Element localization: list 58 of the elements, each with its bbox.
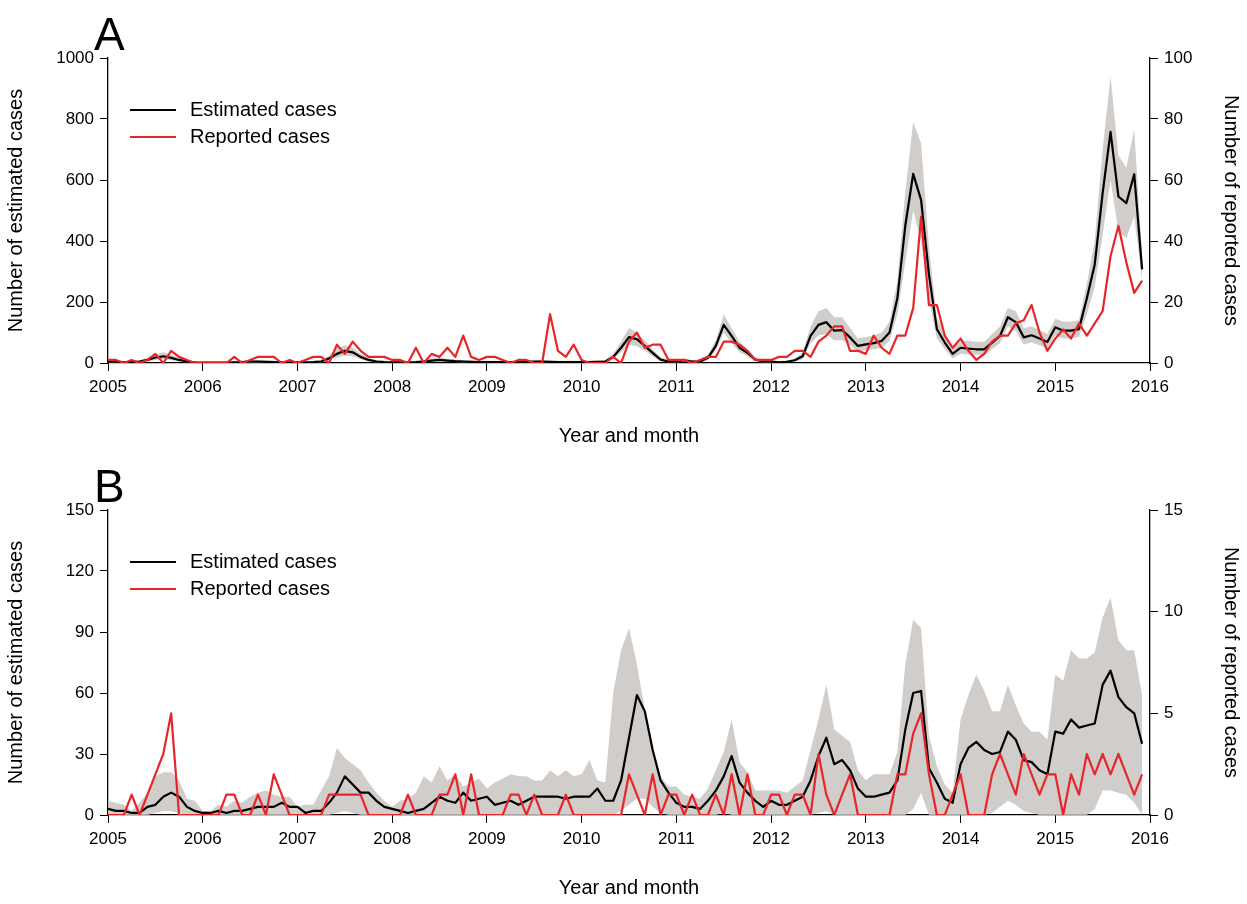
- y2-tick-label: 60: [1164, 169, 1183, 189]
- chart-title: A: [94, 8, 125, 60]
- legend-label: Estimated cases: [190, 97, 337, 120]
- chart-title: B: [94, 460, 125, 512]
- legend-label: Reported cases: [190, 124, 331, 147]
- y-tick-label: 200: [65, 291, 94, 311]
- y-tick-label: 400: [65, 230, 94, 250]
- x-tick-label: 2005: [89, 828, 127, 848]
- x-tick-label: 2011: [658, 376, 695, 396]
- y2-axis-title: Number of reported cases: [1221, 94, 1244, 327]
- x-tick-label: 2009: [468, 828, 506, 848]
- y-axis-title: Number of estimated cases: [3, 88, 26, 333]
- x-tick-label: 2010: [562, 828, 601, 848]
- legend-label: Estimated cases: [190, 549, 337, 572]
- y-tick-label: 600: [65, 169, 94, 189]
- x-tick-label: 2008: [373, 376, 412, 396]
- x-axis-title: Year and month: [558, 423, 700, 446]
- x-tick-label: 2013: [846, 376, 885, 396]
- x-tick-label: 2005: [89, 376, 127, 396]
- y2-tick-label: 10: [1164, 601, 1183, 621]
- y-tick-label: 150: [65, 499, 94, 519]
- y2-tick-label: 15: [1164, 499, 1183, 519]
- y2-axis-title: Number of reported cases: [1221, 546, 1244, 779]
- x-tick-label: 2014: [941, 376, 980, 396]
- y-tick-label: 1000: [56, 47, 94, 67]
- y2-tick-label: 0: [1164, 804, 1174, 824]
- x-tick-label: 2013: [846, 828, 885, 848]
- x-axis-title: Year and month: [558, 875, 700, 898]
- x-tick-label: 2006: [183, 376, 222, 396]
- y-tick-label: 30: [75, 743, 94, 763]
- y-tick-label: 0: [84, 352, 94, 372]
- y2-tick-label: 40: [1164, 230, 1183, 250]
- x-tick-label: 2014: [941, 828, 980, 848]
- y2-tick-label: 80: [1164, 108, 1183, 128]
- x-tick-label: 2011: [658, 828, 695, 848]
- x-tick-label: 2007: [278, 376, 317, 396]
- x-tick-label: 2015: [1036, 376, 1075, 396]
- x-tick-label: 2009: [468, 376, 506, 396]
- x-tick-label: 2007: [278, 828, 317, 848]
- y-axis-title: Number of estimated cases: [3, 540, 26, 785]
- y-tick-label: 120: [65, 560, 94, 580]
- x-tick-label: 2008: [373, 828, 412, 848]
- y-tick-label: 90: [75, 621, 94, 641]
- y-tick-label: 0: [84, 804, 94, 824]
- x-tick-label: 2016: [1131, 828, 1169, 848]
- y-tick-label: 800: [65, 108, 94, 128]
- x-tick-label: 2015: [1036, 828, 1075, 848]
- y2-tick-label: 0: [1164, 352, 1174, 372]
- x-tick-label: 2016: [1131, 376, 1169, 396]
- x-tick-label: 2012: [752, 828, 790, 848]
- y2-tick-label: 100: [1164, 47, 1193, 67]
- y-tick-label: 60: [75, 682, 94, 702]
- legend-label: Reported cases: [190, 576, 331, 599]
- x-tick-label: 2010: [562, 376, 601, 396]
- x-tick-label: 2012: [752, 376, 790, 396]
- y2-tick-label: 5: [1164, 703, 1174, 723]
- y2-tick-label: 20: [1164, 291, 1183, 311]
- x-tick-label: 2006: [183, 828, 222, 848]
